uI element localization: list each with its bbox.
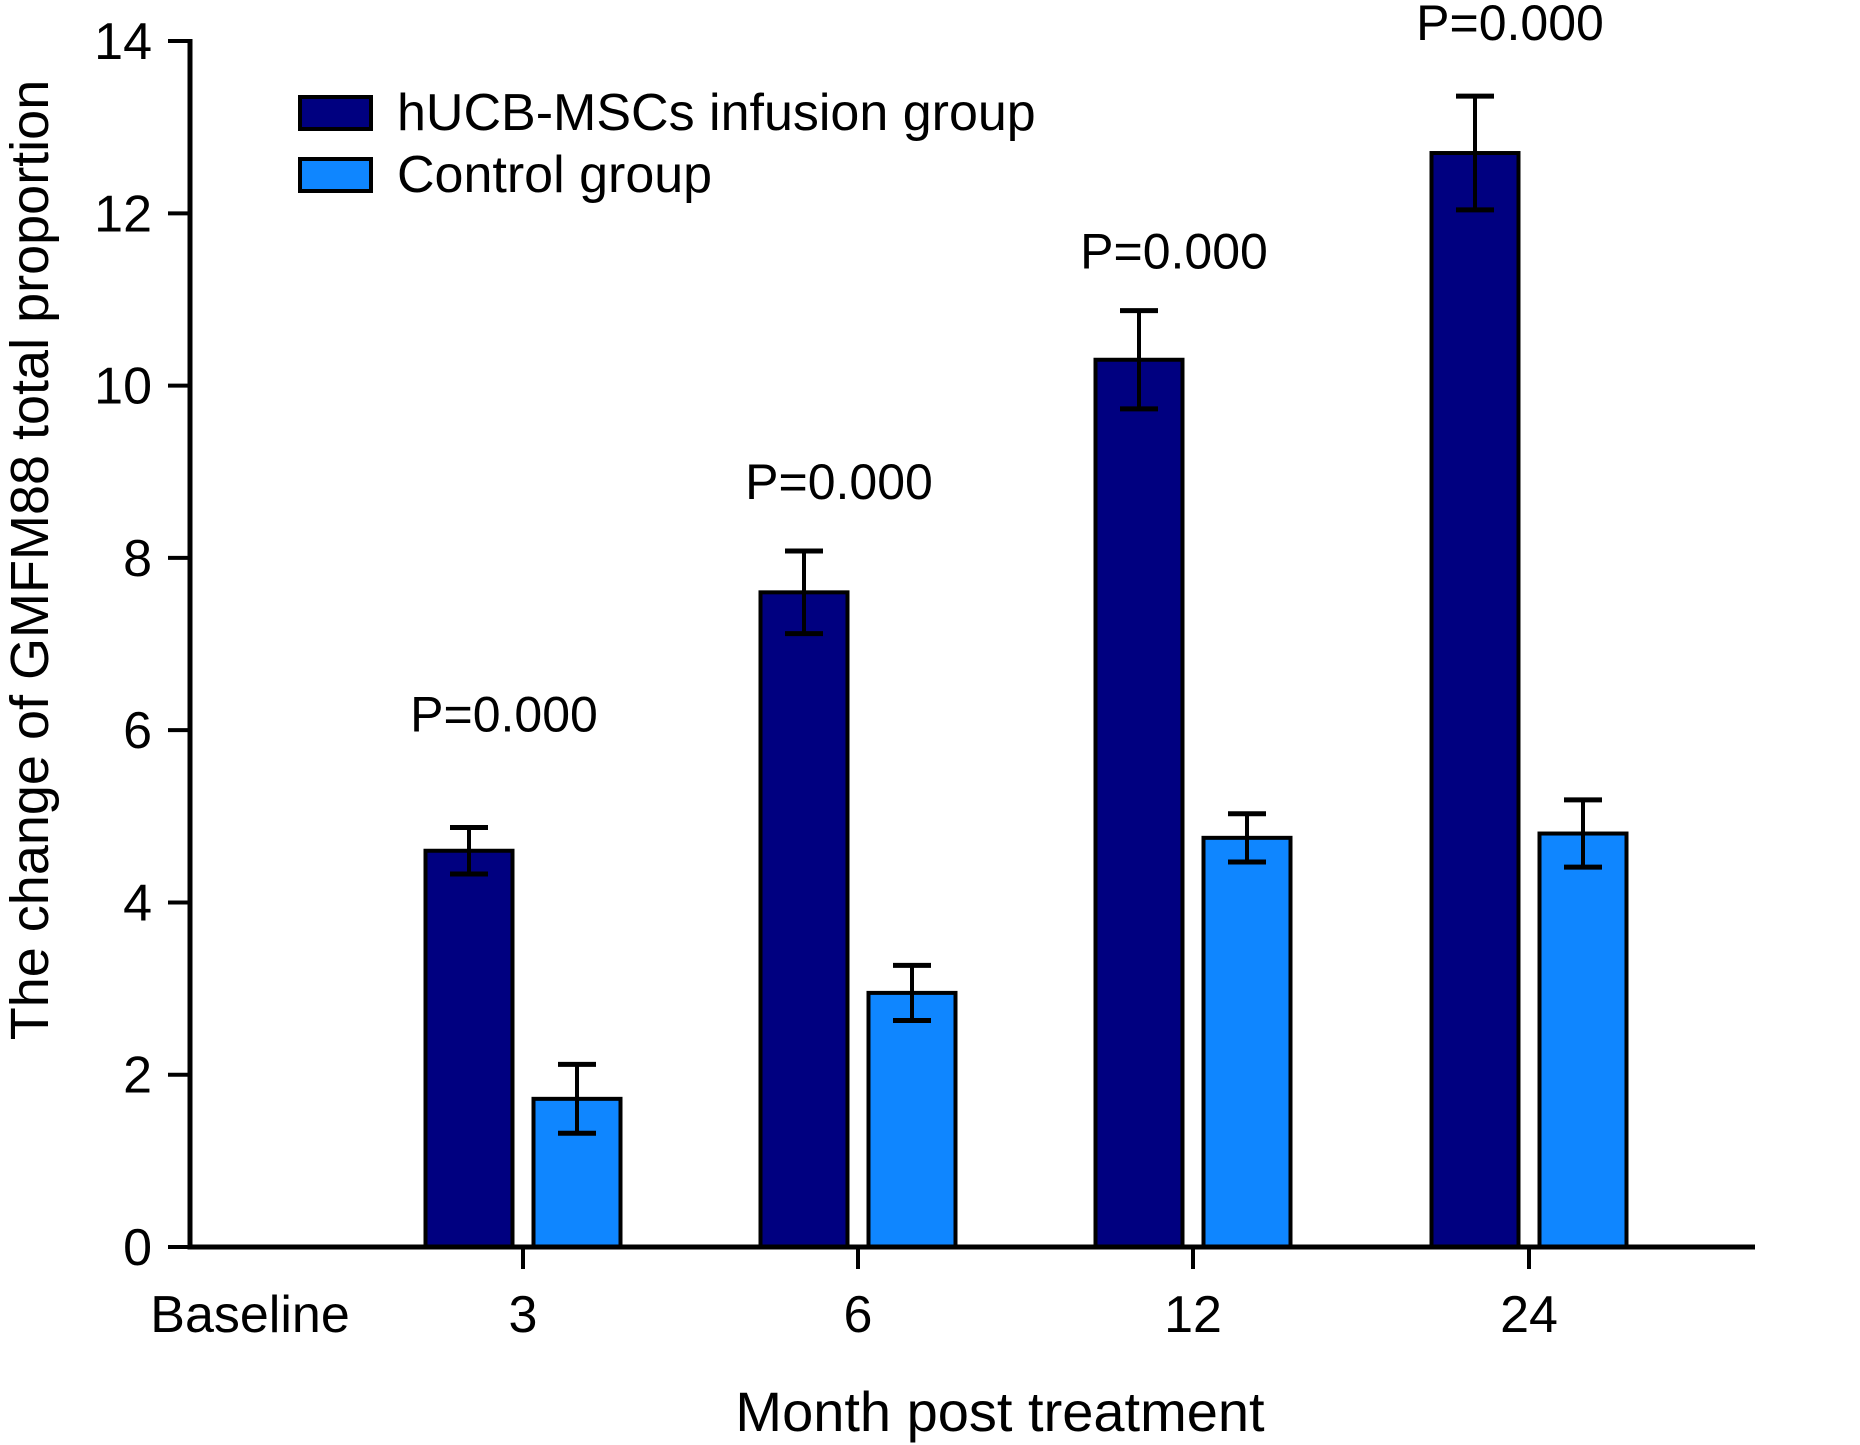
legend-label-control: Control group bbox=[397, 146, 713, 204]
error-bar-control-month-6 bbox=[893, 962, 931, 1023]
y-tick-label: 8 bbox=[123, 530, 152, 588]
y-tick-label: 10 bbox=[94, 358, 152, 416]
legend-swatch-control bbox=[298, 157, 373, 193]
x-tick-label-month-12: 12 bbox=[1164, 1286, 1222, 1344]
y-axis-ticks: 0 2 4 6 8 10 12 14 bbox=[94, 13, 190, 1277]
legend-swatch-hucb-mscs bbox=[298, 95, 373, 131]
bar-control-month-12 bbox=[1201, 835, 1293, 1250]
error-bar-control-month-24 bbox=[1564, 797, 1602, 870]
bar-hucb-mscs-month-24 bbox=[1429, 151, 1521, 1250]
x-tick-label-baseline: Baseline bbox=[150, 1286, 349, 1344]
bar-hucb-mscs-month-3 bbox=[423, 848, 515, 1249]
bars bbox=[423, 151, 1629, 1250]
error-bar-hucb-mscs-month-6 bbox=[785, 548, 823, 637]
p-value-label-month-6: P=0.000 bbox=[745, 454, 933, 510]
legend-item-hucb-mscs: hUCB-MSCs infusion group bbox=[298, 87, 1036, 139]
y-tick-label: 2 bbox=[123, 1047, 152, 1105]
y-tick-label: 4 bbox=[123, 874, 152, 932]
p-value-label-month-24: P=0.000 bbox=[1416, 0, 1604, 51]
y-axis-title: The change of GMFM88 total proportion bbox=[0, 79, 60, 1041]
y-tick-label: 0 bbox=[123, 1219, 152, 1277]
legend-label-hucb-mscs: hUCB-MSCs infusion group bbox=[397, 84, 1036, 142]
x-tick-label-month-6: 6 bbox=[844, 1286, 873, 1344]
axes bbox=[187, 39, 1755, 1250]
y-tick-label: 6 bbox=[123, 702, 152, 760]
bar-hucb-mscs-month-6 bbox=[758, 590, 850, 1249]
legend: hUCB-MSCs infusion group Control group bbox=[298, 87, 1036, 219]
legend-item-control: Control group bbox=[298, 149, 1036, 201]
error-bar-control-month-12 bbox=[1228, 811, 1266, 865]
error-bar-hucb-mscs-month-24 bbox=[1456, 93, 1494, 213]
y-tick-label: 14 bbox=[94, 13, 152, 71]
p-value-label-month-12: P=0.000 bbox=[1080, 224, 1268, 280]
bar-hucb-mscs-month-12 bbox=[1093, 357, 1185, 1249]
bar-control-month-24 bbox=[1537, 831, 1629, 1249]
p-value-labels: P=0.000 P=0.000 P=0.000 P=0.000 bbox=[410, 0, 1604, 742]
error-bar-control-month-3 bbox=[558, 1061, 596, 1136]
error-bars bbox=[450, 93, 1602, 1136]
p-value-label-month-3: P=0.000 bbox=[410, 686, 598, 742]
bar-control-month-6 bbox=[866, 990, 958, 1250]
x-tick-label-month-3: 3 bbox=[509, 1286, 538, 1344]
y-tick-label: 12 bbox=[94, 185, 152, 243]
x-tick-label-month-24: 24 bbox=[1500, 1286, 1558, 1344]
error-bar-hucb-mscs-month-3 bbox=[450, 824, 488, 877]
x-axis-title: Month post treatment bbox=[735, 1380, 1265, 1443]
x-axis-ticks: 3 6 12 24 Baseline bbox=[150, 1247, 1558, 1344]
error-bar-hucb-mscs-month-12 bbox=[1120, 308, 1158, 412]
